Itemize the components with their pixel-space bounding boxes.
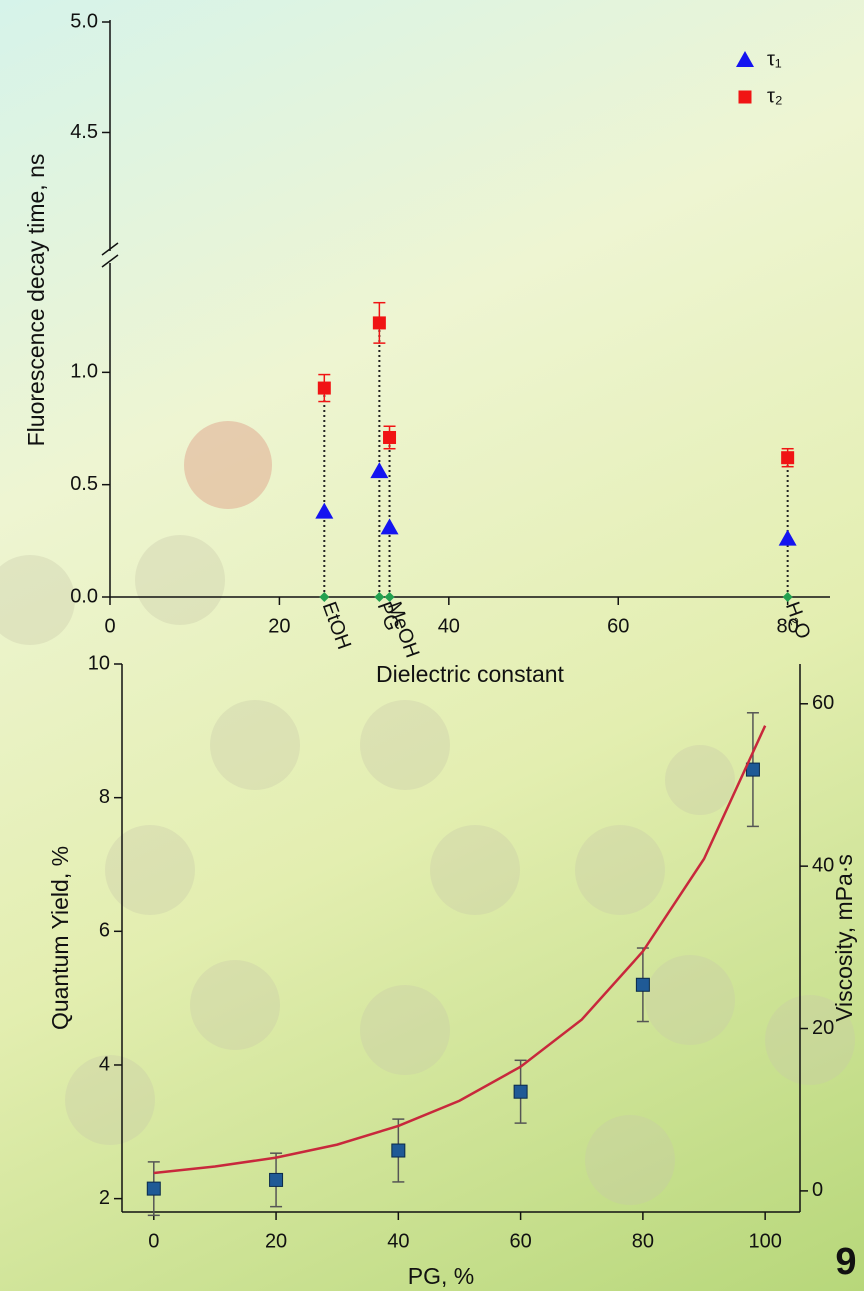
data-point	[514, 1085, 527, 1098]
data-point	[392, 1144, 405, 1157]
page-number: 9	[835, 1241, 856, 1283]
y-tick-label: 0.0	[70, 585, 98, 607]
solvent-marker	[374, 592, 384, 602]
background-decoration	[0, 421, 855, 1205]
data-point	[147, 1182, 160, 1195]
y-axis-title: Fluorescence decay time, ns	[23, 154, 49, 447]
y-tick-label: 10	[88, 652, 110, 674]
y-tick-label: 0.5	[70, 473, 98, 495]
x-axis-title: PG, %	[408, 1263, 474, 1289]
solvent-label: EtOH	[318, 599, 355, 652]
x-tick-label: 20	[265, 1230, 287, 1252]
legend-label: τ₁	[767, 48, 782, 70]
page: 9 0.00.51.04.55.0020406080Dielectric con…	[0, 0, 864, 1291]
x-tick-label: 60	[509, 1230, 531, 1252]
data-point	[318, 382, 331, 395]
data-point	[315, 503, 333, 519]
data-point	[383, 431, 396, 444]
data-point	[370, 462, 388, 478]
data-point	[779, 530, 797, 546]
legend-marker	[739, 91, 752, 104]
x-axis-title: Dielectric constant	[376, 661, 565, 687]
x-tick-label: 100	[748, 1230, 781, 1252]
x-tick-label: 0	[148, 1230, 159, 1252]
data-point	[381, 518, 399, 534]
x-tick-label: 20	[268, 615, 290, 637]
solvent-marker	[319, 592, 329, 602]
x-tick-label: 40	[438, 615, 460, 637]
data-point	[636, 978, 649, 991]
x-tick-label: 80	[632, 1230, 654, 1252]
y-tick-label: 4.5	[70, 121, 98, 143]
y-tick-label: 6	[99, 920, 110, 942]
y-tick-label: 2	[99, 1187, 110, 1209]
solvent-marker	[783, 592, 793, 602]
y-tick-label: 8	[99, 786, 110, 808]
x-tick-label: 40	[387, 1230, 409, 1252]
x-tick-label: 0	[104, 615, 115, 637]
figure: 9 0.00.51.04.55.0020406080Dielectric con…	[0, 0, 864, 1291]
data-point	[270, 1173, 283, 1186]
y-tick-label: 4	[99, 1053, 110, 1075]
data-point	[781, 451, 794, 464]
y2-tick-label: 60	[812, 692, 834, 714]
data-point	[373, 316, 386, 329]
legend-marker	[736, 51, 754, 67]
y2-tick-label: 0	[812, 1179, 823, 1201]
y-axis-title: Quantum Yield, %	[47, 846, 73, 1030]
y-tick-label: 1.0	[70, 361, 98, 383]
y2-axis-title: Viscosity, mPa·s	[831, 854, 857, 1022]
x-tick-label: 60	[607, 615, 629, 637]
y-tick-label: 5.0	[70, 10, 98, 32]
legend-label: τ₂	[767, 85, 783, 107]
